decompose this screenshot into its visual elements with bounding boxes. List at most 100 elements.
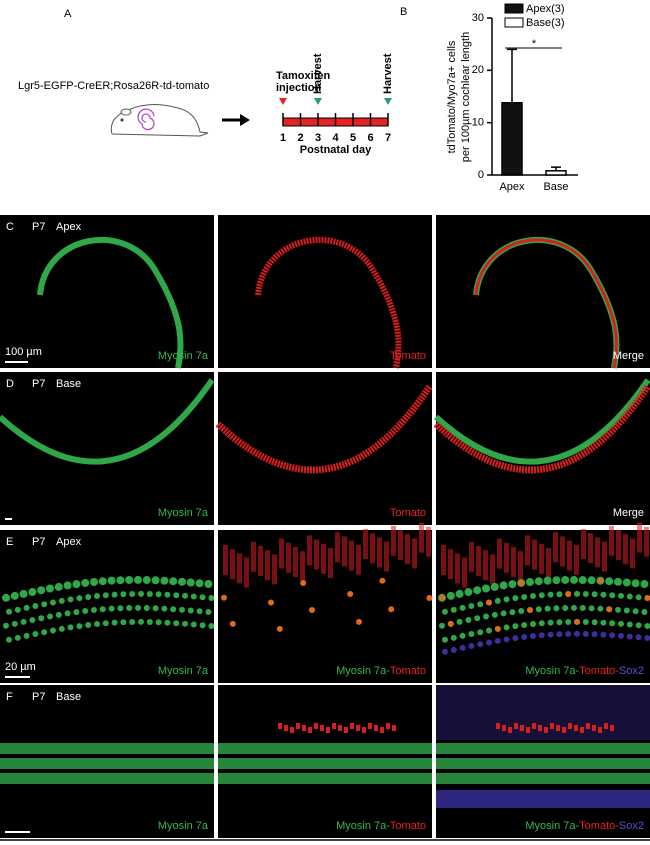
tissue (570, 575, 578, 584)
injection-label: Tamoxifen (276, 70, 330, 82)
tissue (477, 601, 484, 608)
region-label: Base (56, 378, 81, 390)
tissue (526, 578, 534, 587)
tissue (503, 636, 510, 643)
tissue (195, 579, 204, 588)
channel-label: Merge (613, 350, 644, 362)
tissue (580, 727, 584, 733)
tissue (468, 643, 475, 650)
day-label: 2 (297, 132, 303, 144)
tissue (0, 743, 214, 754)
tissue (500, 610, 507, 617)
tissue (384, 541, 389, 572)
tissue (532, 723, 536, 729)
tissue (37, 586, 46, 595)
tissue (556, 619, 563, 626)
tissue (640, 580, 649, 588)
tissue (553, 532, 558, 563)
tissue (73, 609, 80, 616)
panel-label: D (6, 378, 14, 390)
tissue (512, 635, 519, 642)
channel-part: Myosin 7a (158, 820, 209, 832)
tissue (335, 532, 340, 563)
tissue (419, 522, 424, 553)
tissue (170, 606, 177, 613)
bar (545, 170, 567, 176)
tissue (186, 578, 195, 587)
tissue (622, 578, 631, 587)
channel-label: Myosin 7a (158, 820, 209, 832)
tissue (85, 593, 92, 600)
tissue (644, 595, 650, 601)
tissue (574, 590, 580, 597)
tissue (598, 727, 602, 733)
tissue (28, 588, 37, 597)
tissue (349, 540, 354, 571)
tissue (450, 646, 457, 653)
tissue (116, 576, 125, 585)
tissue (117, 605, 124, 612)
channel-part: Tomato (390, 665, 426, 677)
cochlea-icon (137, 108, 155, 131)
tissue (499, 581, 508, 590)
tissue (486, 639, 492, 646)
tissue (436, 790, 650, 808)
tissue (284, 725, 288, 731)
channel-part: Myosin 7a (525, 665, 576, 677)
channel-label: Myosin 7a-Tomato (336, 820, 426, 832)
region-label: Apex (56, 536, 82, 548)
tissue (205, 609, 212, 615)
tissue (290, 727, 294, 733)
tissue (579, 605, 586, 612)
tissue (54, 582, 63, 591)
tissue (37, 236, 184, 369)
tissue (494, 597, 501, 604)
panel-label: C (6, 221, 14, 233)
tissue (251, 541, 256, 572)
stage-label: P7 (32, 536, 45, 548)
tissue (530, 621, 536, 628)
tissue (455, 553, 460, 584)
tissue (182, 620, 188, 627)
tissue (609, 632, 616, 639)
tissue (626, 633, 633, 640)
tissue (72, 580, 81, 589)
tissue (20, 618, 27, 625)
day-label: 4 (332, 132, 339, 144)
tissue (50, 627, 56, 634)
tissue (155, 591, 162, 598)
channel-part: Merge (613, 350, 644, 362)
tissue (0, 773, 214, 784)
tissue (164, 591, 171, 598)
tissue (221, 594, 227, 601)
tissue (338, 725, 342, 731)
tissue (405, 534, 410, 565)
tissue (215, 384, 433, 474)
tissue (591, 591, 598, 598)
tissue (574, 544, 579, 575)
tissue (508, 727, 512, 733)
tissue (450, 634, 457, 641)
tissue (604, 723, 608, 729)
bar (501, 102, 523, 176)
tissue (556, 591, 563, 598)
tissue (486, 599, 492, 606)
tissue (85, 621, 92, 628)
tissue (279, 538, 284, 569)
tissue (138, 590, 144, 597)
tissue (591, 631, 598, 638)
tissue (450, 606, 457, 613)
channel-label: Myosin 7a (158, 665, 209, 677)
tissue (314, 539, 319, 570)
tissue (567, 540, 572, 571)
tissue (446, 591, 455, 600)
tissue (439, 622, 445, 629)
tissue (514, 723, 518, 729)
tissue (512, 623, 519, 630)
tissue (426, 595, 433, 601)
tissue (178, 577, 186, 586)
harvest-marker (384, 98, 392, 105)
tissue (568, 723, 572, 729)
tissue (530, 633, 536, 640)
channel-part: Tomato (390, 507, 426, 519)
